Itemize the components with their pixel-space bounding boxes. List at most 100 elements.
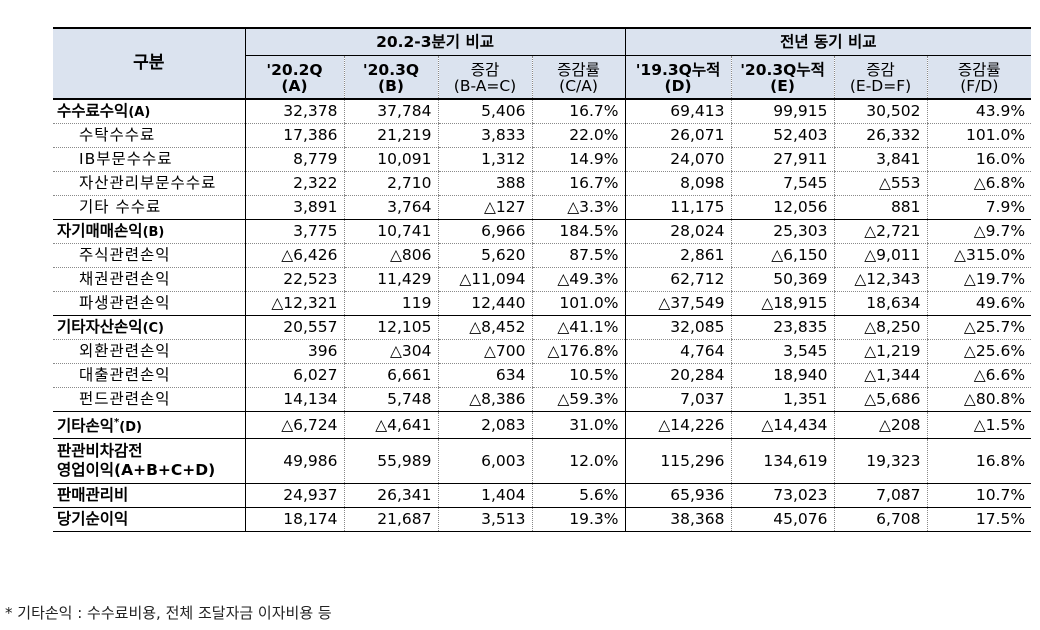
table-cell: 2,322 [245, 171, 344, 196]
row-label: 기타손익*(D) [53, 411, 246, 440]
table-cell: 6,003 [437, 438, 532, 485]
row-label-text: IB부문수수료 [79, 150, 173, 168]
row-label-tag: (D) [119, 420, 142, 436]
table-cell: △1,344 [833, 363, 928, 388]
table-cell: 18,940 [730, 363, 835, 388]
column-header-line2: (C/A) [559, 77, 598, 95]
table-cell: △208 [833, 411, 928, 440]
row-label: 수수료수익(A) [53, 98, 246, 124]
table-cell: 37,784 [343, 98, 438, 124]
column-header-line1: 증감률 [957, 61, 1001, 79]
table-cell: 22,523 [245, 267, 344, 292]
row-label: 자기매매손익(B) [53, 219, 246, 244]
table-cell: △6,426 [245, 243, 344, 268]
table-cell: 1,312 [437, 147, 532, 172]
table-cell: △553 [833, 171, 928, 196]
table-row: 자기매매손익(B) 3,775 10,741 6,966 184.5% 28,024 25,… [53, 219, 1032, 244]
row-label: IB부문수수료 [53, 147, 246, 172]
table-cell: 2,710 [343, 171, 438, 196]
column-header: 증감 (E-D=F) [833, 55, 928, 99]
table-cell: △25.6% [926, 339, 1032, 364]
table-cell: 8,098 [624, 171, 732, 196]
row-label: 외환관련손익 [53, 339, 246, 364]
table-cell: 10.5% [531, 363, 626, 388]
table-row: 대출관련손익 6,027 6,661 634 10.5% 20,284 18,940 △1,3… [53, 363, 1032, 388]
table-row: 판매관리비 24,937 26,341 1,404 5.6% 65,936 73,023 7,… [53, 483, 1032, 509]
table-cell: 12,056 [730, 195, 835, 220]
table-cell: 26,332 [833, 123, 928, 148]
table-cell: 101.0% [926, 123, 1032, 148]
table-cell: 10,091 [343, 147, 438, 172]
table-row: 당기순이익 18,174 21,687 3,513 19.3% 38,368 45,076 6… [53, 507, 1032, 533]
table-cell: 14.9% [531, 147, 626, 172]
table-cell: △8,386 [437, 387, 532, 412]
table-cell: △127 [437, 195, 532, 220]
header-group-yoy: 전년 동기 비교 [624, 27, 1032, 56]
row-label: 파생관련손익 [53, 291, 246, 316]
table-cell: △6.6% [926, 363, 1032, 388]
row-label: 펀드관련손익 [53, 387, 246, 412]
table-cell: 115,296 [624, 438, 732, 485]
table-cell: 27,911 [730, 147, 835, 172]
table-row: 기타 수수료 3,891 3,764 △127 △3.3% 11,175 12,056 881… [53, 195, 1032, 220]
row-label-text: 기타손익 [57, 417, 115, 436]
row-label-text: 채권관련손익 [79, 270, 171, 288]
table-cell: △9,011 [833, 243, 928, 268]
header-group-quarter: 20.2-3분기 비교 [245, 27, 626, 56]
table-cell: △80.8% [926, 387, 1032, 412]
table-cell: 6,966 [437, 219, 532, 244]
table-row: 판관비차감전 영업이익(A+B+C+D) 49,986 55,989 6,003 12.0… [53, 438, 1032, 485]
table-cell: 634 [437, 363, 532, 388]
row-label-text: 주식관련손익 [79, 246, 171, 264]
table-cell: 50,369 [730, 267, 835, 292]
table-cell: 5,748 [343, 387, 438, 412]
table-cell: 38,368 [624, 507, 732, 533]
row-label: 기타 수수료 [53, 195, 246, 220]
table-cell: 32,085 [624, 315, 732, 340]
table-cell: 3,833 [437, 123, 532, 148]
table-cell: 7.9% [926, 195, 1032, 220]
column-header-line1: 증감 [866, 61, 895, 79]
column-header-line2: (A) [281, 77, 308, 95]
table-cell: 10,741 [343, 219, 438, 244]
column-header-line2: (B) [378, 77, 404, 95]
header-gubun: 구분 [53, 27, 246, 99]
table-cell: 10.7% [926, 483, 1032, 509]
table-cell: 24,937 [245, 483, 344, 509]
table-cell: 119 [343, 291, 438, 316]
table-cell: 16.0% [926, 147, 1032, 172]
table-cell: △6,724 [245, 411, 344, 440]
table-row: 기타손익*(D) △6,724 △4,641 2,083 31.0% △14,226 △14… [53, 411, 1032, 440]
table-cell: 17.5% [926, 507, 1032, 533]
row-label-text: 외환관련손익 [79, 342, 171, 360]
row-label-tag: (A) [128, 104, 151, 120]
table-cell: △25.7% [926, 315, 1032, 340]
table-row: 기타자산손익(C) 20,557 12,105 △8,452 △41.1% 32,085 2… [53, 315, 1032, 340]
row-label-text: 대출관련손익 [79, 366, 171, 384]
table-cell: 21,687 [343, 507, 438, 533]
table-cell: 7,087 [833, 483, 928, 509]
table-cell: △12,343 [833, 267, 928, 292]
row-label: 자산관리부문수수료 [53, 171, 246, 196]
table-cell: 30,502 [833, 98, 928, 124]
row-label-text: 파생관련손익 [79, 294, 171, 312]
column-header-line1: '20.2Q [266, 61, 323, 79]
row-label-text: 수수료수익 [57, 101, 129, 120]
table-row: 파생관련손익 △12,321 119 12,440 101.0% △37,549 △18,9… [53, 291, 1032, 316]
row-label-text: 수탁수수료 [79, 126, 156, 144]
column-header: '19.3Q누적 (D) [624, 55, 732, 99]
column-header: '20.2Q (A) [245, 55, 344, 99]
table-cell: 62,712 [624, 267, 732, 292]
table-cell: △49.3% [531, 267, 626, 292]
table-row: IB부문수수료 8,779 10,091 1,312 14.9% 24,070 27,911… [53, 147, 1032, 172]
financial-table: 구분 20.2-3분기 비교 전년 동기 비교 '20.2Q (A) '20.3Q(… [53, 27, 1032, 533]
table-cell: 7,037 [624, 387, 732, 412]
table-cell: 55,989 [343, 438, 438, 485]
table-cell: 20,557 [245, 315, 344, 340]
table-cell: 16.7% [531, 98, 626, 124]
row-label: 채권관련손익 [53, 267, 246, 292]
table-row: 자산관리부문수수료 2,322 2,710 388 16.7% 8,098 7,545 △55… [53, 171, 1032, 196]
table-row: 펀드관련손익 14,134 5,748 △8,386 △59.3% 7,037 1,351 △… [53, 387, 1032, 412]
table-cell: 17,386 [245, 123, 344, 148]
column-header-line2: (E-D=F) [849, 77, 912, 95]
